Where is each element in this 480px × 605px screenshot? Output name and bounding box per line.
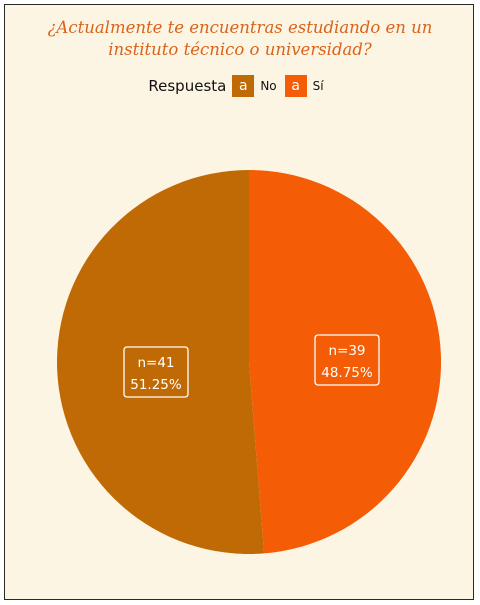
legend-title: Respuesta (148, 77, 227, 95)
chart-panel: ¿Actualmente te encuentras estudiando en… (4, 4, 474, 600)
legend-label-si: Sí (312, 79, 324, 93)
legend-key-si: a (284, 75, 307, 97)
chart-title-line-2: instituto técnico o universidad? (108, 40, 372, 59)
legend-key-no: a (232, 75, 255, 97)
slice-label-si-count: n=39 (328, 343, 365, 359)
slice-label-si: n=39 48.75% (314, 334, 380, 386)
slice-label-no: n=41 51.25% (123, 346, 189, 398)
slice-label-no-percent: 51.25% (130, 377, 182, 393)
slice-label-no-count: n=41 (137, 355, 174, 371)
chart-title: ¿Actualmente te encuentras estudiando en… (5, 17, 475, 61)
slice-label-si-box (314, 334, 380, 386)
legend: Respuesta a No a Sí (5, 75, 475, 97)
slice-label-si-percent: 48.75% (321, 365, 373, 381)
legend-label-no: No (260, 79, 277, 93)
chart-title-line-1: ¿Actualmente te encuentras estudiando en… (47, 18, 433, 37)
pie-chart: n=41 51.25% n=39 48.75% (57, 170, 442, 554)
slice-label-no-box (123, 346, 189, 398)
